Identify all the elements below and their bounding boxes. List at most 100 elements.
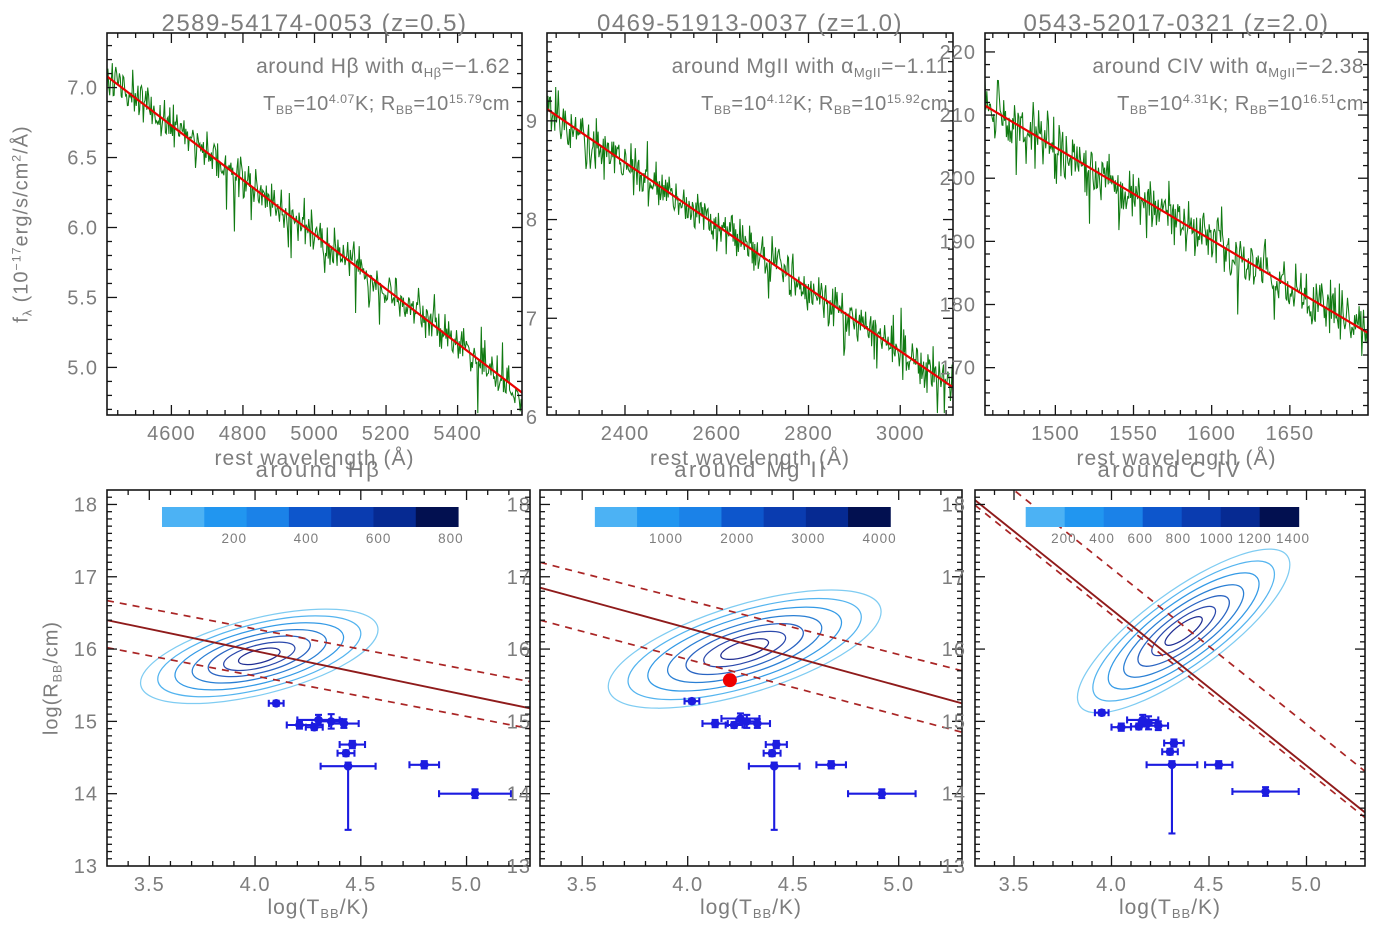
- y-tick-label: 8: [526, 210, 538, 232]
- axis-frame: [106, 32, 523, 416]
- annotation-slope-hbeta: around Hβ with αHβ=−1.62: [256, 55, 510, 80]
- panel-title-contour-mgii: around Mg II: [674, 457, 828, 482]
- y-tick-label: 15: [74, 711, 98, 733]
- density-contour-level-3: [647, 606, 843, 692]
- red-highlight-point: [722, 673, 737, 688]
- x-tick-label: 2800: [784, 423, 833, 445]
- spectrum-panel-spectrum-mgii: 2400 2600 2800 3000 6 7 8 9: [526, 32, 954, 445]
- colorbar-tick-label: 2000: [720, 531, 754, 546]
- x-tick-label: 4.5: [345, 874, 376, 896]
- panel-title-spectrum-civ: 0543-52017-0321 (z=2.0): [1023, 10, 1330, 37]
- y-tick-label: 14: [507, 784, 531, 806]
- confidence-dashed-line-2: [975, 504, 1365, 819]
- x-tick-label: 1500: [1031, 423, 1080, 445]
- plot-area: [540, 561, 962, 831]
- x-tick-label: 5.0: [451, 874, 482, 896]
- y-tick-label: 9: [526, 111, 538, 133]
- colorbar-tick-label: 1000: [649, 531, 683, 546]
- density-contour-level-7: [1164, 616, 1203, 646]
- yaxis-label-radius: log(RBB/cm): [40, 620, 65, 736]
- contour-panel-contour-civ: 200 400 600 800 1000 1200 1400 3.5 4.0 4.5 5.0 13 14…: [942, 489, 1366, 896]
- y-tick-label: 14: [942, 784, 966, 806]
- colorbar-tick-label: 600: [366, 531, 392, 546]
- panel-title-spectrum-mgii: 0469-51913-0037 (z=1.0): [596, 10, 904, 37]
- confidence-dashed-line-2: [540, 619, 962, 734]
- y-tick-label: 16: [507, 639, 531, 661]
- y-tick-label: 170: [940, 358, 976, 380]
- data-point: [1154, 721, 1163, 731]
- plot-area: [985, 79, 1368, 357]
- colorbar-tick-label: 1200: [1238, 531, 1272, 546]
- powerlaw-fit-line: [107, 75, 522, 394]
- density-contour-level-2: [157, 615, 362, 698]
- colorbar-segment: [594, 507, 638, 527]
- y-tick-label: 13: [74, 856, 98, 878]
- x-tick-label: 5400: [433, 423, 482, 445]
- data-point: [1214, 760, 1224, 770]
- density-contour-level-1: [1076, 548, 1291, 714]
- x-tick-label: 4.5: [1194, 874, 1225, 896]
- y-tick-label: 17: [74, 567, 98, 589]
- y-tick-label: 18: [507, 494, 531, 516]
- density-contour-level-7: [237, 647, 281, 666]
- data-point: [767, 748, 777, 758]
- y-tick-label: 220: [940, 42, 976, 64]
- data-point: [470, 789, 480, 798]
- plot-area: [547, 86, 953, 414]
- y-tick-label: 15: [942, 711, 966, 733]
- xaxis-label-spectrum-mgii: rest wavelength (Å): [650, 447, 850, 470]
- x-tick-label: 5000: [290, 423, 339, 445]
- density-contour-level-5: [685, 623, 804, 676]
- colorbar-segment: [1181, 507, 1222, 527]
- colorbar-tick-label: 4000: [863, 531, 897, 546]
- spectrum-trace: [547, 86, 953, 414]
- data-point: [341, 748, 351, 758]
- xaxis-label-contour-hbeta: log(TBB/K): [267, 896, 370, 921]
- annotation-slope-mgii: around MgII with αMgII=−1.11: [671, 55, 948, 80]
- density-contour-level-1: [139, 608, 379, 705]
- colorbar-tick-label: 400: [1089, 531, 1115, 546]
- x-tick-label: 4.0: [672, 874, 703, 896]
- xaxis-label-spectrum-civ: rest wavelength (Å): [1076, 447, 1277, 470]
- y-tick-label: 210: [940, 105, 976, 127]
- contour-panel-contour-mgii: 1000 2000 3000 4000 3.5 4.0 4.5 5.0 13 14 15 16 17 18: [507, 489, 963, 896]
- y-tick-label: 16: [74, 639, 98, 661]
- y-tick-label: 14: [74, 784, 98, 806]
- density-contour-level-5: [1137, 595, 1230, 667]
- y-tick-label: 18: [942, 494, 966, 516]
- spectrum-trace: [107, 63, 522, 414]
- x-tick-label: 5200: [362, 423, 411, 445]
- density-contour-level-6: [223, 641, 296, 672]
- y-tick-label: 200: [940, 168, 976, 190]
- colorbar-segment: [1064, 507, 1105, 527]
- x-tick-label: 3.5: [567, 874, 598, 896]
- colorbar-tick-label: 600: [1127, 531, 1153, 546]
- density-contour-level-3: [174, 622, 345, 691]
- y-tick-label: 6: [526, 407, 538, 429]
- annotation-bb-hbeta: TBB=104.07K; RBB=1015.79cm: [263, 92, 510, 117]
- colorbar-tick-label: 800: [1166, 531, 1192, 546]
- y-tick-label: 13: [942, 856, 966, 878]
- colorbar-tick-label: 1400: [1276, 531, 1310, 546]
- x-tick-label: 3.5: [999, 874, 1030, 896]
- annotation-bb-civ: TBB=104.31K; RBB=1016.51cm: [1117, 92, 1364, 117]
- data-point: [348, 740, 357, 749]
- data-point: [687, 696, 697, 706]
- density-contour-level-6: [703, 630, 787, 668]
- data-point: [1116, 722, 1126, 732]
- x-tick-label: 3000: [876, 423, 925, 445]
- y-tick-label: 13: [507, 856, 531, 878]
- density-contour-level-6: [1151, 605, 1217, 657]
- bestfit-relation-line: [107, 619, 530, 710]
- density-contour-level-4: [191, 628, 327, 684]
- y-tick-label: 5.5: [67, 287, 98, 309]
- colorbar-segment: [1103, 507, 1144, 527]
- xaxis-label-contour-civ: log(TBB/K): [1118, 896, 1222, 921]
- data-point: [309, 722, 319, 732]
- y-tick-label: 7.0: [67, 78, 98, 100]
- density-contour-level-4: [1123, 584, 1245, 678]
- bestfit-relation-line: [540, 586, 962, 705]
- colorbar-segment: [1025, 507, 1066, 527]
